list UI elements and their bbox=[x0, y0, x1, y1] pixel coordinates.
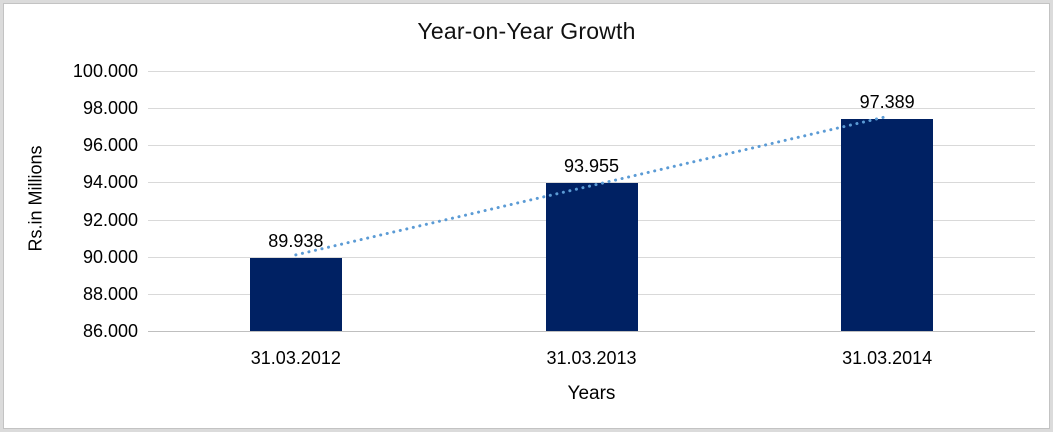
value-label: 89.938 bbox=[268, 230, 324, 251]
y-tick-label: 98.000 bbox=[82, 98, 138, 119]
value-label: 93.955 bbox=[563, 156, 620, 177]
gridline bbox=[148, 108, 1035, 110]
y-tick-label: 90.000 bbox=[82, 246, 138, 267]
gridline bbox=[148, 71, 1035, 72]
y-tick-label: 96.000 bbox=[82, 135, 138, 156]
bar bbox=[545, 183, 638, 331]
y-tick-label: 100.000 bbox=[72, 61, 138, 81]
value-label: 97.389 bbox=[859, 92, 915, 113]
bar bbox=[841, 119, 934, 331]
y-tick-label: 94.000 bbox=[82, 172, 138, 193]
chart-title: Year-on-Year Growth bbox=[417, 18, 636, 44]
y-tick-label: 92.000 bbox=[82, 209, 138, 230]
x-tick-label: 31.03.2012 bbox=[250, 348, 341, 368]
y-axis-title-text: Rs.in Millions bbox=[25, 144, 46, 252]
y-tick-label: 88.000 bbox=[82, 283, 138, 304]
y-tick-label: 86.000 bbox=[82, 321, 138, 341]
bar bbox=[249, 257, 342, 331]
x-tick-label: 31.03.2013 bbox=[546, 348, 637, 368]
x-axis-title: Years bbox=[567, 383, 616, 404]
x-tick-label: 31.03.2014 bbox=[842, 348, 933, 368]
x-axis-line bbox=[148, 331, 1035, 332]
